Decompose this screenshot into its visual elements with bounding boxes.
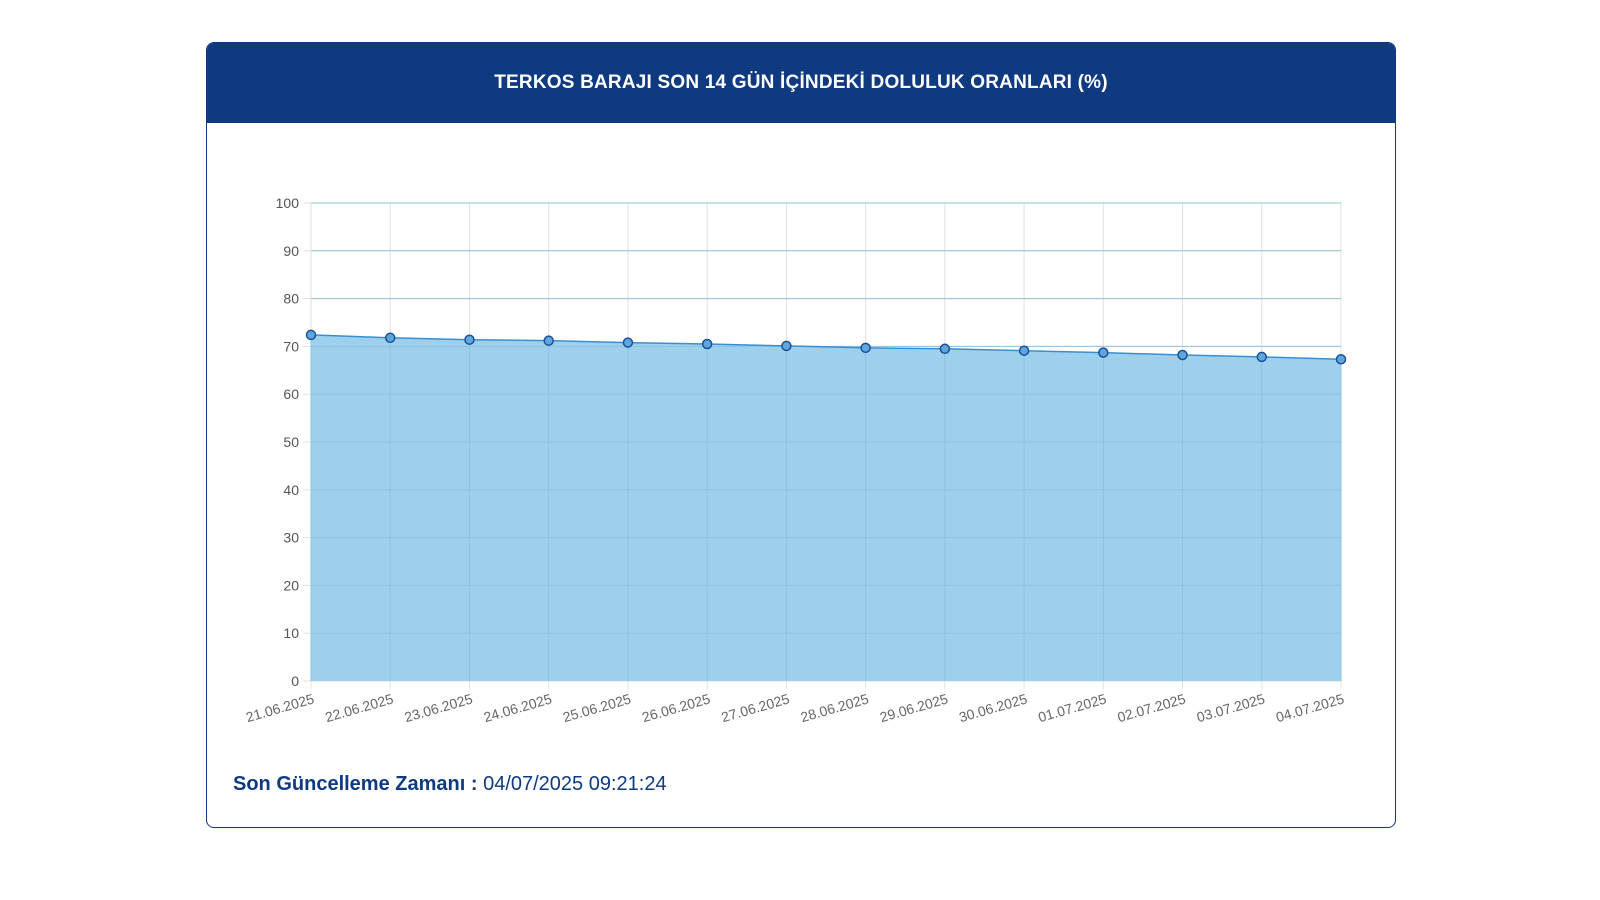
data-point [1018,345,1030,356]
y-tick-label: 0 [291,673,299,689]
y-tick-label: 50 [283,434,299,450]
y-tick-label: 20 [283,577,299,593]
y-tick-label: 100 [276,195,300,211]
chart-area: 0 10 20 30 40 50 60 70 80 90 100 21.06.2025 22.06.20… [207,123,1395,763]
data-point [1256,351,1268,363]
last-update-label: Son Güncelleme Zamanı : [233,773,478,795]
x-tick-label: 28.06.2025 [799,690,871,725]
data-point [939,343,951,355]
data-point [1177,349,1188,361]
data-point [305,329,317,341]
y-tick-label: 30 [283,530,299,546]
data-point [464,334,475,345]
x-tick-label: 24.06.2025 [482,690,554,725]
data-point [622,337,634,348]
x-tick-label: 21.06.2025 [244,690,316,725]
data-point [701,338,713,350]
y-tick-label: 60 [283,386,299,402]
card-header: TERKOS BARAJI SON 14 GÜN İÇİNDEKİ DOLULU… [207,43,1395,123]
data-point [1335,354,1347,365]
y-tick-label: 40 [283,482,299,498]
last-update-value: 04/07/2025 09:21:24 [483,773,667,795]
data-point [781,340,792,352]
chart-card: TERKOS BARAJI SON 14 GÜN İÇİNDEKİ DOLULU… [206,42,1396,828]
data-point [860,342,871,354]
y-tick-label: 70 [283,338,299,354]
x-tick-label: 29.06.2025 [878,690,950,725]
x-tick-label: 01.07.2025 [1036,690,1108,725]
x-tick-label: 25.06.2025 [561,690,633,725]
x-tick-label: 30.06.2025 [957,690,1029,725]
fill-rate-chart: 0 10 20 30 40 50 60 70 80 90 100 21.06.2025 22.06.20… [244,195,1347,725]
chart-title: TERKOS BARAJI SON 14 GÜN İÇİNDEKİ DOLULU… [494,72,1108,93]
y-tick-label: 90 [283,243,299,259]
x-tick-label: 03.07.2025 [1195,690,1267,725]
x-tick-label: 27.06.2025 [719,690,791,725]
series-area [311,334,1341,681]
data-point [384,332,396,344]
x-tick-label: 04.07.2025 [1274,690,1346,725]
x-tick-label: 23.06.2025 [403,690,475,725]
y-tick-label: 10 [283,625,299,641]
data-point [1098,347,1109,358]
last-update: Son Güncelleme Zamanı : 04/07/2025 09:21… [233,773,667,796]
x-tick-label: 02.07.2025 [1116,690,1188,725]
data-point [543,335,554,346]
x-tick-label: 26.06.2025 [640,690,712,725]
y-tick-label: 80 [283,291,299,307]
series-line [310,334,1342,361]
x-tick-label: 22.06.2025 [323,690,395,725]
